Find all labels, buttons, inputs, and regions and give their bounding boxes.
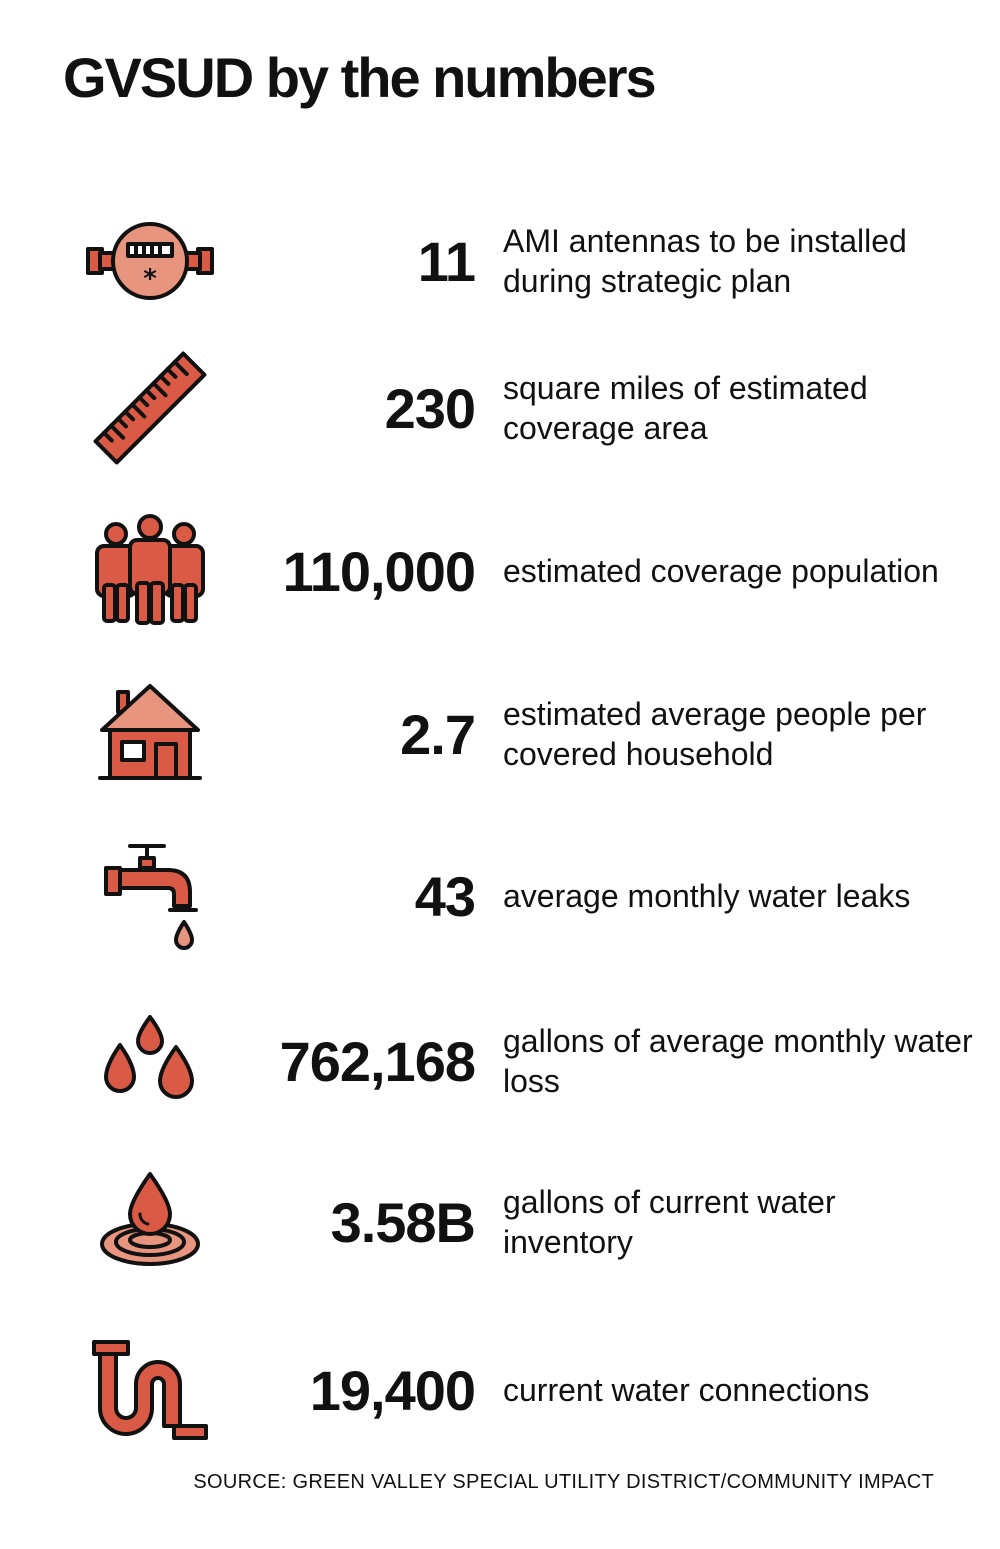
- house-icon: [80, 664, 220, 804]
- water-meter-icon: *: [80, 191, 220, 331]
- stat-label: square miles of estimated coverage area: [503, 370, 868, 446]
- stat-label: gallons of current water inventory: [503, 1184, 836, 1260]
- stat-value: 43: [414, 864, 476, 928]
- stat-value: 19,400: [309, 1358, 476, 1422]
- stat-value: 11: [417, 229, 476, 293]
- stat-row-household: 2.7 estimated average people per covered…: [0, 664, 1000, 804]
- stat-value: 762,168: [279, 1029, 476, 1093]
- stat-value: 110,000: [282, 539, 476, 603]
- stat-value: 230: [384, 376, 476, 440]
- stat-row-coverage-area: 230 square miles of estimated coverage a…: [0, 338, 1000, 478]
- page-title: GVSUD by the numbers: [63, 46, 657, 109]
- stat-row-water-loss: 762,168 gallons of average monthly water…: [0, 991, 1000, 1131]
- ruler-icon: [80, 338, 220, 478]
- pipe-icon: [80, 1320, 220, 1460]
- stat-label: average monthly water leaks: [503, 878, 911, 914]
- faucet-icon: [80, 826, 220, 966]
- stat-row-leaks: 43 average monthly water leaks: [0, 826, 1000, 966]
- stat-value: 2.7: [400, 702, 476, 766]
- stat-label: AMI antennas to be installed during stra…: [503, 223, 907, 299]
- stat-value: 3.58B: [330, 1190, 476, 1254]
- stat-row-population: 110,000 estimated coverage population: [0, 501, 1000, 641]
- stat-row-ami-antennas: * 11 AMI antennas to be installed during…: [0, 191, 1000, 331]
- stat-row-connections: 19,400 current water connections: [0, 1320, 1000, 1460]
- stat-row-inventory: 3.58B gallons of current water inventory: [0, 1152, 1000, 1292]
- svg-text:*: *: [143, 264, 157, 294]
- source-note: SOURCE: GREEN VALLEY SPECIAL UTILITY DIS…: [193, 1471, 934, 1493]
- stat-label: estimated average people per covered hou…: [503, 696, 927, 772]
- stat-label: estimated coverage population: [503, 553, 939, 589]
- people-icon: [80, 501, 220, 641]
- stat-label: current water connections: [503, 1372, 870, 1408]
- water-ripple-icon: [80, 1152, 220, 1292]
- stat-label: gallons of average monthly water loss: [503, 1023, 973, 1099]
- water-drops-icon: [80, 991, 220, 1131]
